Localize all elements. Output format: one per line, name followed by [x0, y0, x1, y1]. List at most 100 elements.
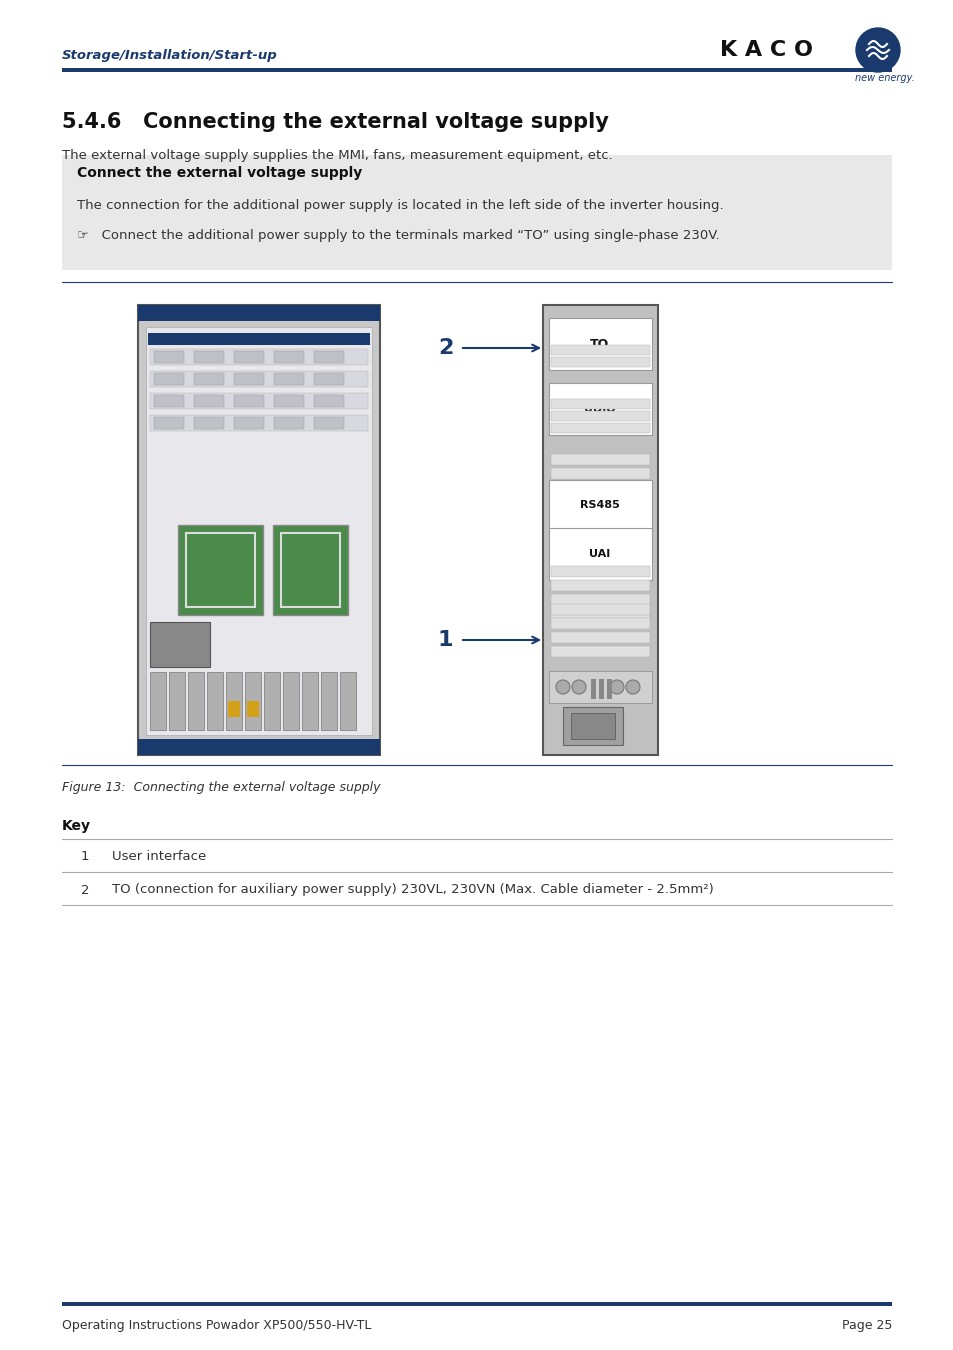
Text: Storage/Installation/Start-up: Storage/Installation/Start-up — [62, 49, 277, 62]
Bar — [551, 566, 649, 576]
Bar — [548, 383, 651, 435]
Bar — [207, 672, 223, 730]
Bar — [551, 647, 649, 657]
Bar — [551, 580, 649, 591]
Bar — [62, 1301, 891, 1305]
Text: User interface: User interface — [112, 850, 206, 864]
Text: 5.4.6   Connecting the external voltage supply: 5.4.6 Connecting the external voltage su… — [62, 112, 608, 132]
Bar — [281, 533, 339, 608]
Bar — [138, 305, 379, 321]
Bar — [562, 707, 622, 745]
Bar — [245, 672, 261, 730]
Bar — [193, 351, 224, 363]
Bar — [551, 603, 649, 616]
Bar — [153, 417, 184, 429]
Bar — [314, 417, 344, 429]
Bar — [148, 333, 370, 346]
Bar — [551, 594, 649, 605]
Bar — [314, 351, 344, 363]
Bar — [606, 679, 612, 699]
Bar — [320, 672, 336, 730]
Bar — [228, 701, 240, 717]
Bar — [150, 622, 210, 667]
Bar — [146, 327, 372, 734]
Bar — [551, 454, 649, 464]
Bar — [264, 672, 280, 730]
Bar — [274, 417, 304, 429]
Circle shape — [609, 680, 623, 694]
Bar — [551, 423, 649, 433]
Bar — [551, 632, 649, 643]
Text: Operating Instructions Powador XP500/550-HV-TL: Operating Instructions Powador XP500/550… — [62, 1319, 371, 1332]
Bar — [551, 410, 649, 421]
Text: new energy.: new energy. — [854, 73, 914, 82]
Bar — [138, 305, 379, 755]
Bar — [150, 414, 368, 431]
Circle shape — [556, 680, 569, 694]
Text: The external voltage supply supplies the MMI, fans, measurement equipment, etc.: The external voltage supply supplies the… — [62, 148, 612, 162]
Bar — [548, 671, 651, 703]
Text: UDIO: UDIO — [583, 404, 616, 414]
Bar — [150, 371, 368, 387]
Text: RS485: RS485 — [579, 500, 619, 510]
Text: 2: 2 — [437, 338, 453, 358]
Bar — [551, 608, 649, 620]
Bar — [62, 68, 891, 72]
Bar — [186, 533, 254, 608]
Text: UAI: UAI — [589, 549, 610, 559]
Bar — [274, 351, 304, 363]
Bar — [150, 672, 166, 730]
Bar — [551, 356, 649, 367]
Text: TO: TO — [590, 339, 609, 351]
Text: Connect the external voltage supply: Connect the external voltage supply — [77, 166, 362, 180]
Bar — [314, 396, 344, 406]
Text: ☞   Connect the additional power supply to the terminals marked “TO” using singl: ☞ Connect the additional power supply to… — [77, 228, 719, 242]
Bar — [548, 528, 651, 580]
Bar — [302, 672, 317, 730]
Bar — [339, 672, 355, 730]
Text: TO (connection for auxiliary power supply) 230VL, 230VN (Max. Cable diameter - 2: TO (connection for auxiliary power suppl… — [112, 883, 713, 896]
Bar — [571, 713, 615, 738]
Bar — [233, 373, 264, 385]
Bar — [598, 679, 603, 699]
Bar — [542, 305, 658, 755]
Bar — [548, 535, 651, 554]
Bar — [138, 738, 379, 755]
Bar — [193, 373, 224, 385]
Bar — [548, 319, 651, 370]
Text: Figure 13:  Connecting the external voltage supply: Figure 13: Connecting the external volta… — [62, 782, 380, 795]
Bar — [226, 672, 242, 730]
Bar — [314, 373, 344, 385]
Bar — [150, 350, 368, 365]
Text: 1: 1 — [81, 850, 90, 864]
Bar — [150, 393, 368, 409]
Circle shape — [855, 28, 899, 72]
Bar — [62, 155, 891, 270]
Bar — [551, 400, 649, 409]
Text: Page 25: Page 25 — [841, 1319, 891, 1332]
Bar — [153, 373, 184, 385]
Bar — [274, 373, 304, 385]
Bar — [590, 679, 596, 699]
Bar — [247, 701, 258, 717]
Text: Key: Key — [62, 819, 91, 833]
Bar — [551, 468, 649, 479]
Bar — [193, 417, 224, 429]
Bar — [233, 351, 264, 363]
Circle shape — [572, 680, 585, 694]
Bar — [233, 417, 264, 429]
Circle shape — [625, 680, 639, 694]
Bar — [273, 525, 348, 616]
Bar — [233, 396, 264, 406]
Bar — [548, 481, 651, 531]
Bar — [169, 672, 185, 730]
Bar — [193, 396, 224, 406]
Bar — [551, 346, 649, 355]
Bar — [551, 618, 649, 629]
Text: 1: 1 — [437, 630, 453, 649]
Text: The connection for the additional power supply is located in the left side of th: The connection for the additional power … — [77, 198, 723, 212]
Bar — [153, 396, 184, 406]
Bar — [283, 672, 298, 730]
Text: K A C O: K A C O — [720, 40, 812, 59]
Bar — [178, 525, 263, 616]
